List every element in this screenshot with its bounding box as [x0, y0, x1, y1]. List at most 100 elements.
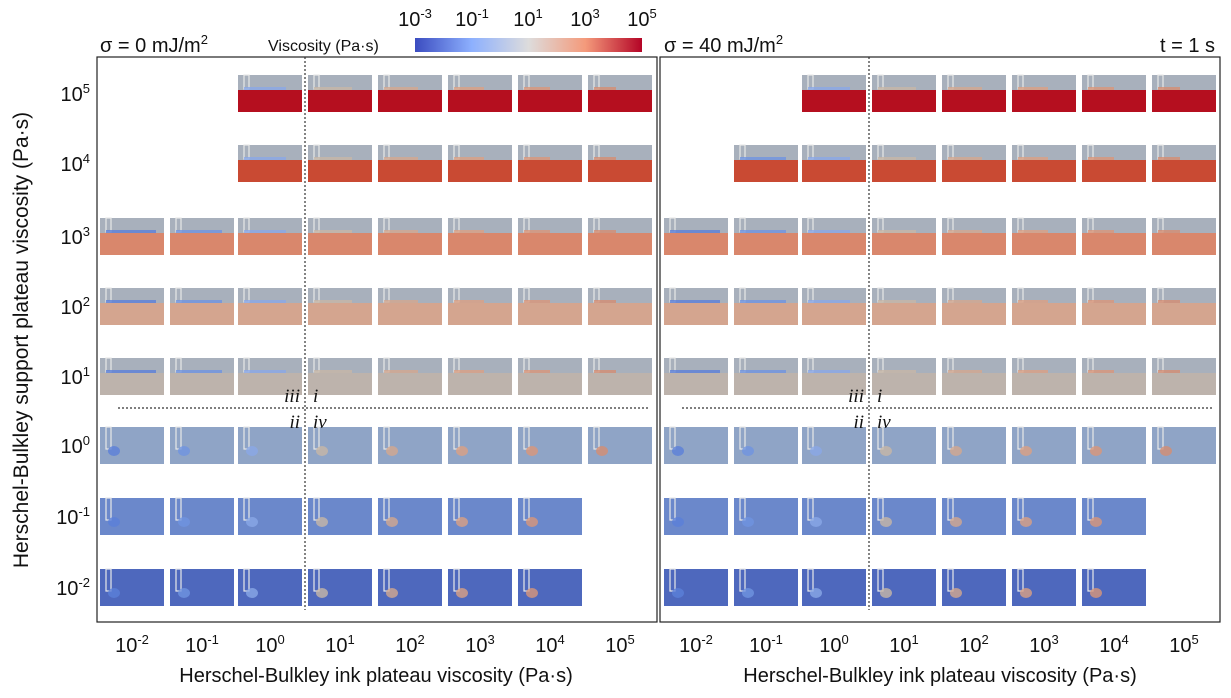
simulation-thumbnail	[518, 497, 582, 535]
simulation-thumbnail	[518, 144, 582, 182]
simulation-thumbnail	[1012, 287, 1076, 325]
support	[734, 373, 798, 395]
simulation-thumbnail	[1152, 144, 1216, 182]
simulation-thumbnail	[1152, 74, 1216, 112]
ink	[1158, 230, 1180, 233]
ink	[808, 230, 850, 233]
ink	[950, 517, 962, 527]
simulation-thumbnail	[802, 497, 866, 535]
support	[518, 303, 582, 325]
ink	[314, 157, 352, 160]
support	[378, 498, 442, 535]
ink	[384, 300, 418, 303]
ink	[594, 300, 616, 303]
x-tick-label: 102	[395, 632, 424, 657]
support	[448, 427, 512, 464]
simulation-thumbnail	[1082, 287, 1146, 325]
support	[1012, 569, 1076, 606]
x-tick-label: 103	[465, 632, 494, 657]
support	[1082, 427, 1146, 464]
support	[1152, 160, 1216, 182]
ink	[314, 300, 352, 303]
colorbar-tick: 101	[513, 6, 542, 31]
simulation-thumbnail	[170, 217, 234, 255]
nozzle	[947, 497, 954, 521]
superscript: 5	[650, 6, 657, 21]
x-tick-label: 100	[255, 632, 284, 657]
simulation-thumbnail	[664, 357, 728, 395]
support	[872, 569, 936, 606]
ink	[594, 230, 616, 233]
support	[238, 90, 302, 112]
x-tick-label: 102	[959, 632, 988, 657]
superscript: 3	[83, 224, 90, 239]
superscript: 1	[348, 632, 355, 647]
simulation-thumbnail	[588, 217, 652, 255]
simulation-thumbnail	[1012, 357, 1076, 395]
simulation-thumbnail	[588, 74, 652, 112]
base: 10	[570, 9, 592, 31]
simulation-thumbnail	[802, 357, 866, 395]
ink	[810, 588, 822, 598]
simulation-thumbnail	[1152, 217, 1216, 255]
ink	[106, 230, 156, 233]
simulation-thumbnail	[872, 497, 936, 535]
base: 10	[61, 436, 83, 458]
simulation-thumbnail	[448, 287, 512, 325]
support	[378, 160, 442, 182]
nozzle	[669, 426, 676, 450]
simulation-thumbnail	[802, 426, 866, 464]
support	[664, 373, 728, 395]
simulation-thumbnail	[170, 568, 234, 606]
ink	[1158, 157, 1180, 160]
ink	[244, 370, 286, 373]
simulation-thumbnail	[872, 144, 936, 182]
support	[378, 303, 442, 325]
ink	[740, 370, 786, 373]
support	[518, 427, 582, 464]
support	[238, 303, 302, 325]
nozzle	[877, 568, 884, 592]
ink	[880, 446, 892, 456]
y-tick-label: 10-2	[56, 575, 90, 600]
support	[734, 160, 798, 182]
superscript: 1	[536, 6, 543, 21]
ink	[106, 300, 156, 303]
support	[1012, 160, 1076, 182]
ink	[244, 87, 286, 90]
support	[872, 303, 936, 325]
simulation-thumbnail	[448, 144, 512, 182]
x-tick-label: 10-1	[185, 632, 219, 657]
nozzle	[175, 497, 182, 521]
support	[238, 569, 302, 606]
regime-label: iii	[848, 386, 864, 407]
nozzle	[313, 497, 320, 521]
x-tick-label: 105	[1169, 632, 1198, 657]
simulation-thumbnail	[100, 497, 164, 535]
ink	[742, 588, 754, 598]
ink	[384, 157, 418, 160]
ink	[524, 157, 550, 160]
simulation-thumbnail	[378, 74, 442, 112]
y-tick-label: 104	[61, 151, 90, 176]
ink	[454, 87, 484, 90]
ink	[108, 446, 120, 456]
ink	[526, 588, 538, 598]
support	[1152, 90, 1216, 112]
ink	[594, 370, 616, 373]
support	[170, 303, 234, 325]
ink	[1020, 588, 1032, 598]
superscript: 5	[83, 81, 90, 96]
simulation-thumbnail	[170, 287, 234, 325]
support	[802, 498, 866, 535]
superscript: 5	[628, 632, 635, 647]
support	[734, 427, 798, 464]
x-tick-label: 100	[819, 632, 848, 657]
ink	[1018, 370, 1048, 373]
support	[238, 233, 302, 255]
simulation-thumbnail	[1012, 144, 1076, 182]
simulation-thumbnail	[518, 287, 582, 325]
base: 10	[465, 635, 487, 657]
support	[100, 427, 164, 464]
ink	[808, 300, 850, 303]
